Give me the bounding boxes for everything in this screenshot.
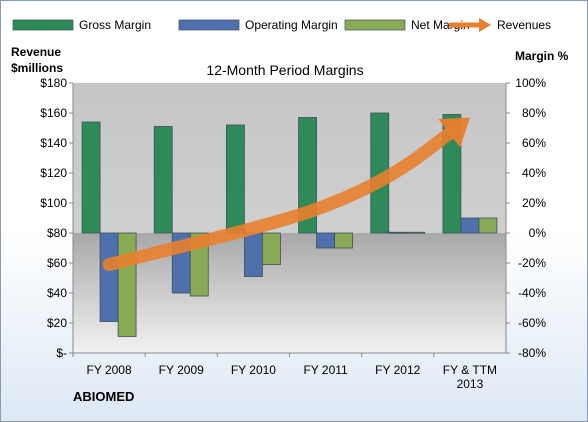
- net-margin-bar: [478, 217, 498, 234]
- legend-label: Revenues: [497, 18, 551, 32]
- x-tick-label: FY 2008: [87, 363, 132, 377]
- gross-margin-bar: [442, 114, 462, 234]
- left-tick-label: $180: [40, 76, 67, 90]
- left-axis-title: $millions: [11, 61, 63, 75]
- left-tick-label: $20: [47, 316, 67, 330]
- right-tick-label: 0%: [529, 226, 547, 240]
- left-tick-label: $40: [47, 286, 67, 300]
- legend-label: Gross Margin: [79, 18, 151, 32]
- left-tick-label: $60: [47, 256, 67, 270]
- legend-swatch-revenues-head: [479, 18, 491, 32]
- net-margin-bar: [334, 232, 353, 249]
- legend-swatch: [12, 19, 74, 31]
- plot-area-upper: [73, 83, 506, 233]
- x-tick-label: 2013: [457, 377, 484, 391]
- operating-margin-bar: [388, 231, 408, 234]
- left-axis-title: Revenue: [11, 45, 61, 59]
- net-margin-bar: [262, 232, 281, 265]
- operating-margin-bar: [316, 232, 335, 249]
- x-tick-label: FY 2010: [231, 363, 276, 377]
- net-margin-bar: [117, 232, 137, 337]
- x-tick-label: FY 2009: [159, 363, 204, 377]
- right-tick-label: 60%: [522, 136, 546, 150]
- right-tick-label: -20%: [518, 256, 546, 270]
- right-tick-label: -40%: [518, 286, 546, 300]
- right-tick-label: 100%: [515, 76, 546, 90]
- gross-margin-bar: [153, 126, 173, 234]
- right-axis-title: Margin %: [515, 49, 569, 63]
- left-tick-label: $120: [40, 166, 67, 180]
- x-tick-label: FY 2011: [303, 363, 348, 377]
- x-tick-label: FY & TTM: [443, 363, 497, 377]
- left-tick-label: $80: [47, 226, 67, 240]
- x-tick-label: FY 2012: [375, 363, 420, 377]
- legend-label: Operating Margin: [245, 18, 338, 32]
- right-tick-label: 40%: [522, 166, 546, 180]
- left-tick-label: $140: [40, 136, 67, 150]
- chart-title: 12-Month Period Margins: [206, 62, 363, 78]
- right-tick-label: -60%: [518, 316, 546, 330]
- operating-margin-bar: [460, 217, 480, 234]
- right-tick-label: 20%: [522, 196, 546, 210]
- net-margin-bar: [406, 231, 426, 234]
- operating-margin-bar: [99, 232, 119, 322]
- gross-margin-bar: [81, 121, 101, 234]
- left-tick-label: $100: [40, 196, 67, 210]
- gross-margin-bar: [226, 124, 245, 234]
- operating-margin-bar: [244, 232, 263, 277]
- legend-label: Net Margin: [411, 18, 470, 32]
- right-tick-label: -80%: [518, 346, 546, 360]
- left-tick-label: $160: [40, 106, 67, 120]
- legend-swatch: [344, 19, 406, 31]
- left-tick-label: $-: [56, 346, 67, 360]
- company-name: ABIOMED: [73, 389, 134, 404]
- revenues-arrow-shaft: [102, 122, 462, 271]
- legend-swatch: [178, 19, 240, 31]
- right-tick-label: 80%: [522, 106, 546, 120]
- revenues-arrow-head: [438, 117, 470, 148]
